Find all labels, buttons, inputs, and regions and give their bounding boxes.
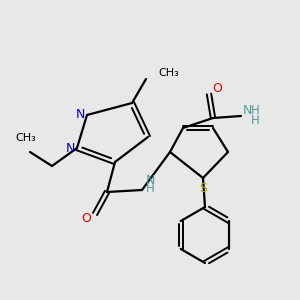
Text: H: H bbox=[250, 113, 260, 127]
Text: S: S bbox=[199, 182, 207, 194]
Text: N: N bbox=[65, 142, 75, 154]
Text: N: N bbox=[145, 173, 155, 187]
Text: O: O bbox=[81, 212, 91, 224]
Text: H: H bbox=[146, 182, 154, 196]
Text: CH₃: CH₃ bbox=[16, 133, 36, 143]
Text: O: O bbox=[212, 82, 222, 94]
Text: CH₃: CH₃ bbox=[158, 68, 179, 78]
Text: H: H bbox=[250, 103, 260, 116]
Text: N: N bbox=[75, 109, 85, 122]
Text: N: N bbox=[242, 103, 252, 116]
